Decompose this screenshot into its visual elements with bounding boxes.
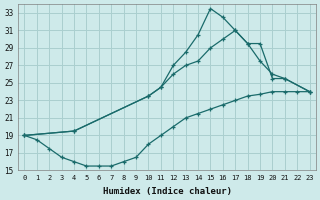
X-axis label: Humidex (Indice chaleur): Humidex (Indice chaleur) bbox=[102, 187, 232, 196]
